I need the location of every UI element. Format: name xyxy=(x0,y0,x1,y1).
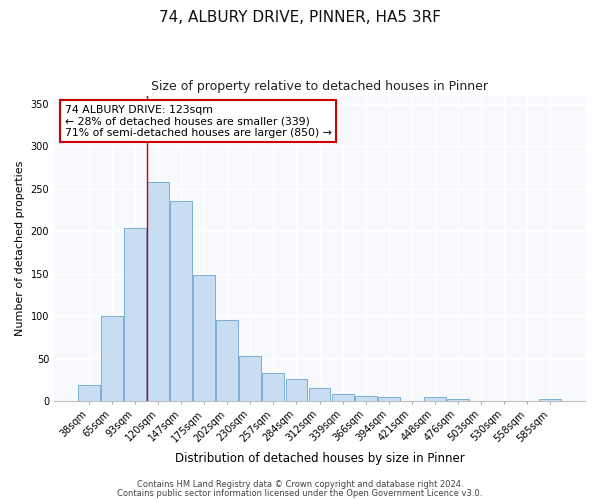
Bar xyxy=(170,201,192,401)
Text: 74, ALBURY DRIVE, PINNER, HA5 3RF: 74, ALBURY DRIVE, PINNER, HA5 3RF xyxy=(159,10,441,25)
Bar xyxy=(147,182,169,401)
Bar xyxy=(424,397,446,401)
Bar xyxy=(332,394,353,401)
Bar xyxy=(308,388,331,401)
Y-axis label: Number of detached properties: Number of detached properties xyxy=(15,160,25,336)
Bar xyxy=(78,385,100,401)
Bar xyxy=(239,356,262,401)
Bar xyxy=(262,373,284,401)
X-axis label: Distribution of detached houses by size in Pinner: Distribution of detached houses by size … xyxy=(175,452,464,465)
Bar xyxy=(124,228,146,401)
Bar xyxy=(355,396,377,401)
Bar xyxy=(217,320,238,401)
Bar xyxy=(193,274,215,401)
Bar xyxy=(101,316,123,401)
Bar xyxy=(539,400,561,401)
Bar xyxy=(377,397,400,401)
Text: Contains HM Land Registry data © Crown copyright and database right 2024.: Contains HM Land Registry data © Crown c… xyxy=(137,480,463,489)
Title: Size of property relative to detached houses in Pinner: Size of property relative to detached ho… xyxy=(151,80,488,93)
Bar xyxy=(447,400,469,401)
Bar xyxy=(286,379,307,401)
Text: Contains public sector information licensed under the Open Government Licence v3: Contains public sector information licen… xyxy=(118,488,482,498)
Text: 74 ALBURY DRIVE: 123sqm
← 28% of detached houses are smaller (339)
71% of semi-d: 74 ALBURY DRIVE: 123sqm ← 28% of detache… xyxy=(65,104,332,138)
